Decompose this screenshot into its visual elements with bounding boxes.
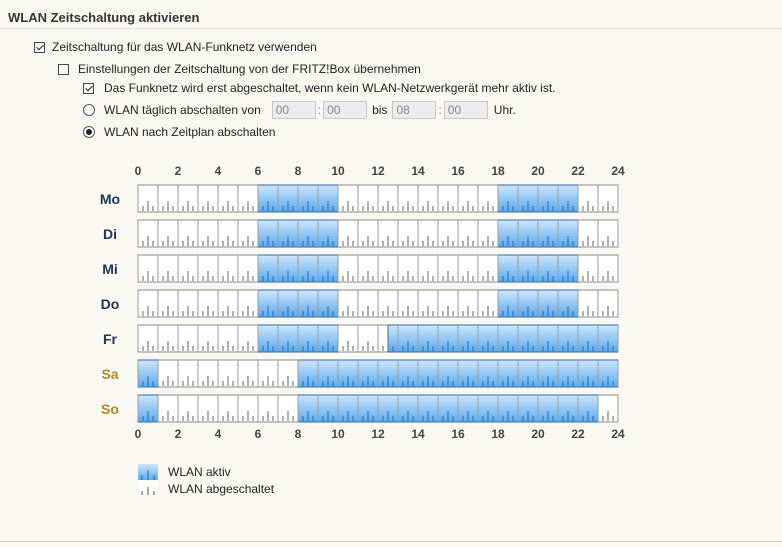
weekly-schedule-chart[interactable]: 0022446688101012121414161618182020222224…	[0, 0, 782, 460]
x-tick-label-bottom: 16	[451, 427, 465, 441]
adopt-fritzbox-checkbox[interactable]	[58, 63, 69, 75]
day-label-di: Di	[103, 226, 117, 242]
option-use-timer[interactable]: Zeitschaltung für das WLAN-Funknetz verw…	[34, 40, 317, 54]
section-title: WLAN Zeitschaltung aktivieren	[8, 10, 200, 25]
x-tick-label-bottom: 8	[295, 427, 302, 441]
by-schedule-label: WLAN nach Zeitplan abschalten	[104, 125, 276, 139]
bottom-divider	[0, 541, 782, 542]
x-tick-label-top: 16	[451, 164, 465, 178]
x-tick-label-top: 4	[215, 164, 222, 178]
x-tick-label-top: 10	[331, 164, 345, 178]
x-tick-label-top: 22	[571, 164, 585, 178]
legend-swatch-off	[138, 481, 158, 495]
title-divider	[0, 28, 782, 29]
time-unit-label: Uhr.	[493, 103, 516, 117]
option-by-schedule[interactable]: WLAN nach Zeitplan abschalten	[83, 125, 275, 139]
wait-inactive-label: Das Funknetz wird erst abgeschaltet, wen…	[104, 81, 556, 95]
day-label-do: Do	[101, 296, 120, 312]
day-label-mo: Mo	[100, 191, 120, 207]
day-label-mi: Mi	[102, 261, 118, 277]
time-separator: :	[317, 103, 322, 117]
legend-label-active: WLAN aktiv	[168, 465, 231, 479]
x-tick-label-top: 0	[135, 164, 142, 178]
use-timer-label: Zeitschaltung für das WLAN-Funknetz verw…	[52, 40, 317, 54]
x-tick-label-bottom: 6	[255, 427, 262, 441]
from-minute-input[interactable]	[323, 101, 368, 119]
day-label-so: So	[101, 401, 119, 417]
x-tick-label-bottom: 22	[571, 427, 585, 441]
wait-inactive-checkbox[interactable]	[83, 82, 94, 94]
x-tick-label-bottom: 4	[215, 427, 222, 441]
legend-label-off: WLAN abgeschaltet	[168, 482, 275, 496]
day-label-fr: Fr	[103, 331, 118, 347]
x-tick-label-top: 6	[255, 164, 262, 178]
by-schedule-radio[interactable]	[83, 126, 95, 138]
option-daily-off[interactable]: WLAN täglich abschalten von : bis : Uhr.	[83, 101, 516, 119]
x-tick-label-top: 24	[611, 164, 625, 178]
option-adopt-fritzbox[interactable]: Einstellungen der Zeitschaltung von der …	[58, 62, 421, 76]
x-tick-label-top: 8	[295, 164, 302, 178]
legend-swatch-active	[138, 464, 158, 480]
x-tick-label-bottom: 10	[331, 427, 345, 441]
x-tick-label-bottom: 12	[371, 427, 385, 441]
time-separator: :	[438, 103, 442, 117]
x-tick-label-bottom: 18	[491, 427, 505, 441]
day-label-sa: Sa	[101, 366, 118, 382]
daily-off-label: WLAN täglich abschalten von	[104, 103, 261, 117]
legend-item-off: WLAN abgeschaltet	[138, 481, 274, 497]
daily-off-radio[interactable]	[83, 104, 95, 116]
x-tick-label-top: 18	[491, 164, 505, 178]
to-minute-input[interactable]	[443, 101, 488, 119]
adopt-fritzbox-label: Einstellungen der Zeitschaltung von der …	[78, 62, 421, 76]
x-tick-label-bottom: 24	[611, 427, 625, 441]
x-tick-label-top: 12	[371, 164, 385, 178]
from-hour-input[interactable]	[271, 101, 316, 119]
schedule-legend: WLAN aktiv WLAN abgeschaltet	[138, 464, 274, 498]
x-tick-label-bottom: 14	[411, 427, 425, 441]
x-tick-label-bottom: 2	[175, 427, 182, 441]
x-tick-label-top: 2	[175, 164, 182, 178]
x-tick-label-bottom: 0	[135, 427, 142, 441]
use-timer-checkbox[interactable]	[34, 41, 45, 53]
x-tick-label-top: 20	[531, 164, 545, 178]
option-wait-inactive[interactable]: Das Funknetz wird erst abgeschaltet, wen…	[83, 81, 556, 95]
to-hour-input[interactable]	[392, 101, 437, 119]
to-label: bis	[372, 103, 388, 117]
x-tick-label-bottom: 20	[531, 427, 545, 441]
legend-item-active: WLAN aktiv	[138, 464, 274, 480]
x-tick-label-top: 14	[411, 164, 425, 178]
